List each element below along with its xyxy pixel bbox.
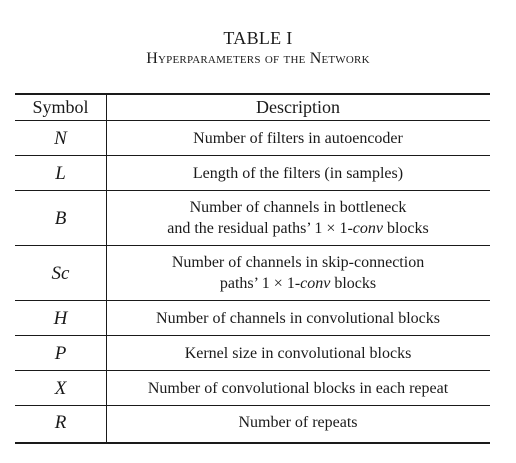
row-description: Number of convolutional blocks in each r… [106,370,490,406]
description-line: Number of channels in skip-connection [106,252,490,273]
description-text: Length of the filters (in samples) [192,164,404,182]
description-line: Number of convolutional blocks in each r… [106,378,490,399]
description-text: paths’ 1 × 1- [219,275,301,292]
table-title: Hyperparameters of the Network [146,50,370,67]
table-row: P Kernel size in convolutional blocks [15,335,490,371]
description-text: Number of convolutional blocks in each r… [147,379,449,397]
description-text: blocks [330,275,377,292]
row-symbol: B [15,190,106,246]
description-text: Number of channels in bottleneck [189,199,407,216]
table-row: Sc Number of channels in skip-connection… [15,245,490,301]
description-line: Kernel size in convolutional blocks [106,343,490,364]
table-row: H Number of channels in convolutional bl… [15,300,490,336]
header-row: Symbol Description [15,95,490,121]
row-description: Length of the filters (in samples) [106,155,490,191]
description-text: Number of repeats [238,414,358,432]
description-text: Number of channels in skip-connection [171,254,425,271]
description-line: Number of channels in convolutional bloc… [106,308,490,329]
table-bottom-rule [15,442,490,444]
row-symbol: P [15,335,106,371]
table-number: TABLE I [223,28,293,48]
row-description: Number of filters in autoencoder [106,120,490,156]
row-description: Number of channels in convolutional bloc… [106,300,490,336]
row-description: Number of repeats [106,406,490,440]
description-text: Number of filters in autoencoder [193,129,403,147]
description-text: and the residual paths’ 1 × 1- [167,220,353,237]
description-line: Length of the filters (in samples) [106,163,490,184]
description-math: conv [352,220,383,237]
description-math: conv [300,275,331,292]
description-text: blocks [382,220,429,237]
table-row: B Number of channels in bottleneck and t… [15,190,490,246]
hyperparameters-table: Symbol Description N Number of filters i… [15,95,490,440]
row-symbol: L [15,155,106,191]
table-row: L Length of the filters (in samples) [15,155,490,191]
header-symbol: Symbol [15,95,106,121]
table-top-rule [15,93,490,95]
row-description: Number of channels in bottleneck and the… [106,190,490,246]
row-description: Number of channels in skip-connection pa… [106,245,490,301]
description-text: Kernel size in convolutional blocks [184,344,412,362]
table-row: R Number of repeats [15,406,490,440]
row-symbol: X [15,370,106,406]
table-row: X Number of convolutional blocks in each… [15,370,490,406]
row-symbol: Sc [15,245,106,301]
row-symbol: R [54,412,67,434]
description-text: Number of channels in convolutional bloc… [156,309,440,327]
table-row: N Number of filters in autoencoder [15,120,490,156]
description-line: and the residual paths’ 1 × 1-conv block… [106,218,490,239]
description-line: paths’ 1 × 1-conv blocks [106,273,490,294]
description-line: Number of filters in autoencoder [106,128,490,149]
header-description: Description [106,95,490,121]
row-symbol: H [15,300,106,336]
row-symbol: N [15,120,106,156]
row-description: Kernel size in convolutional blocks [106,335,490,371]
description-line: Number of channels in bottleneck [106,197,490,218]
description-line: Number of repeats [106,412,490,433]
